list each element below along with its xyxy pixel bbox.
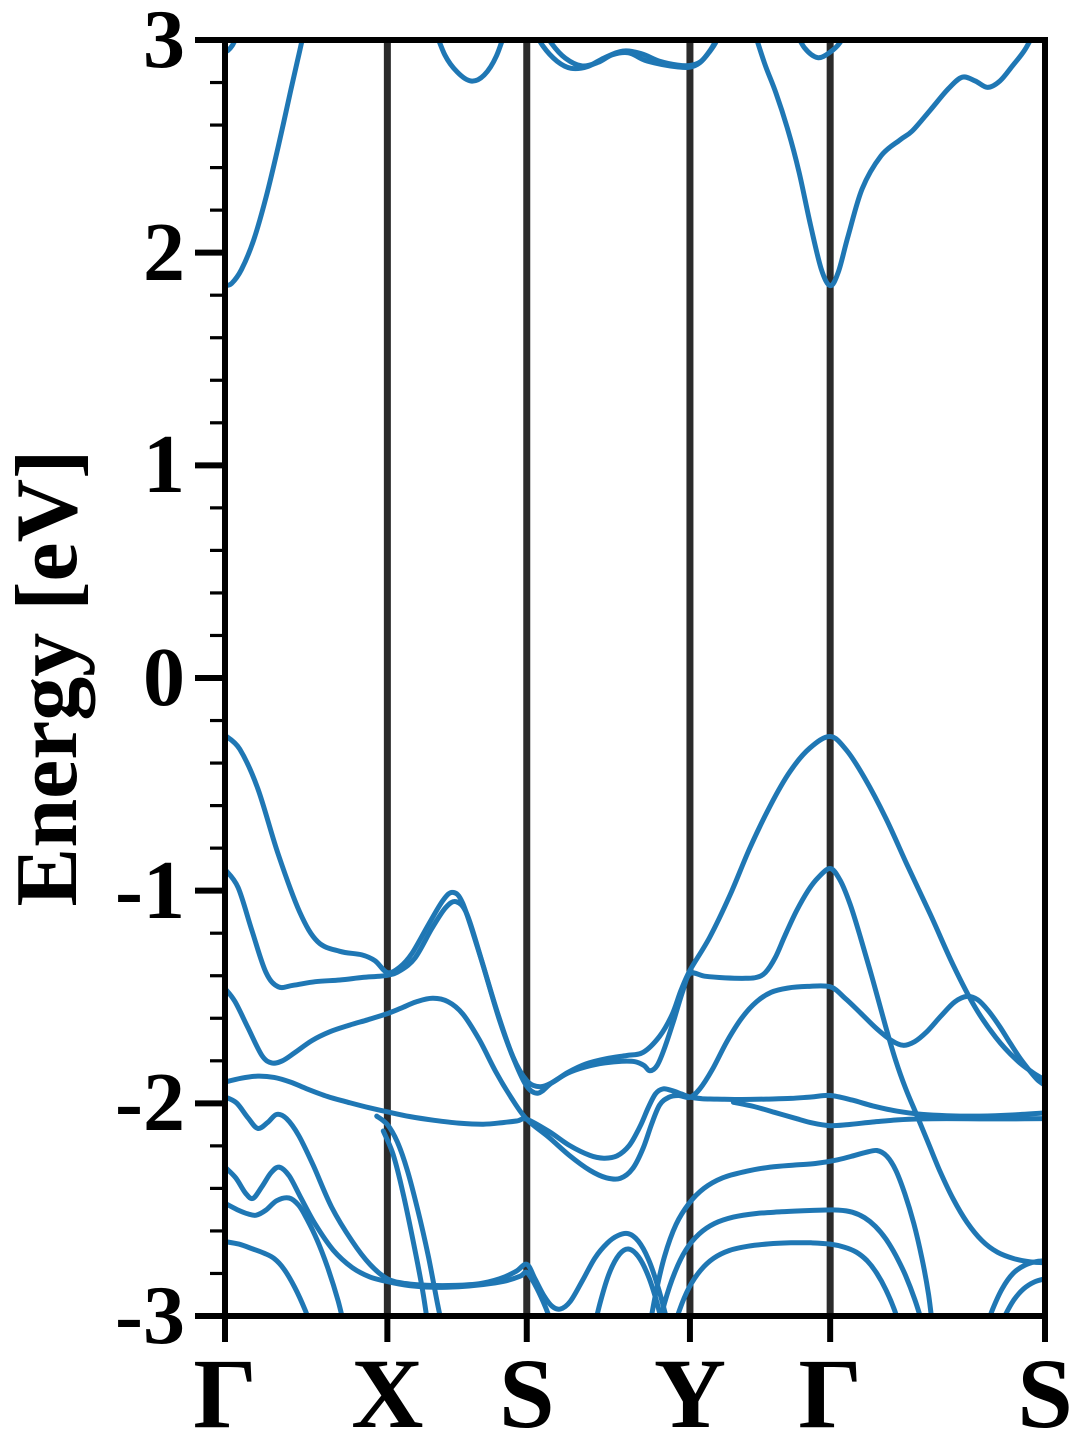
y-tick-label-0: 0 [143,631,185,724]
x-tick-label-3-Y: Y [653,1338,727,1449]
band-val-hump-3 [674,1240,900,1316]
band-cond-xs-dip [435,40,506,84]
x-tick-label-4-Γ: Γ [798,1338,862,1449]
band-val-rise-to-s2-b [1002,1276,1045,1316]
x-tick-label-1-X: X [351,1338,424,1449]
band-val-band-1 [225,732,1045,1090]
band-val-band-flat-lower [730,1099,1045,1129]
band-val-rise-to-s2-a [987,1258,1045,1316]
band-val-steep-after-x-a [374,1113,443,1316]
band-val-bottom-gx-c [225,1195,345,1316]
band-val-hump-1 [648,1147,934,1316]
band-val-sy-bottom-hump [594,1246,663,1316]
plot-frame [222,37,1048,1319]
band-val-bottom-gx-d [225,1239,311,1316]
x-tick-label-0-Γ: Γ [193,1338,257,1449]
x-tick-label-5-S: S [1017,1338,1073,1449]
y-tick-label-3: 3 [143,0,185,86]
band-val-bottom-pair-b [225,1164,552,1316]
band-val-bottom-pair-a [225,1094,669,1316]
band-cond-y-gamma2-s [754,40,1034,289]
band-cond-sy-wave-b [546,40,719,71]
band-val-band-3-plateau [225,983,1045,1182]
y-tick-label-1: 1 [143,418,185,512]
band-val-band-2 [225,866,1045,1266]
band-val-steep-after-x-b [380,1128,430,1316]
y-axis-title: Energy [eV] [0,449,96,907]
y-tick-label--3: -3 [115,1269,185,1362]
bands-group [225,40,1045,1316]
band-cond-gamma1-rise [225,40,305,289]
band-val-hump-2 [658,1207,923,1316]
band-val-band-flat [225,1073,1045,1161]
y-tick-label--2: -2 [115,1056,185,1150]
y-tick-label--1: -1 [115,843,185,937]
y-tick-label-2: 2 [143,205,185,299]
x-tick-label-2-S: S [498,1338,555,1449]
